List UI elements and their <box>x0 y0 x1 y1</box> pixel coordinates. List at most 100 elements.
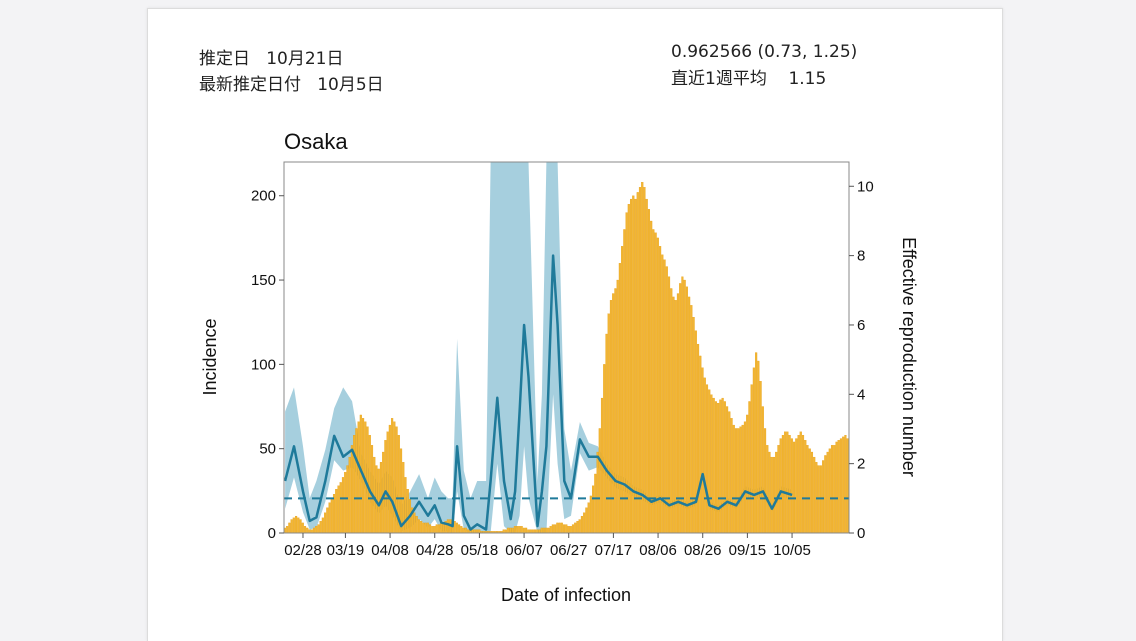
incidence-bar <box>355 428 358 534</box>
incidence-bar <box>288 522 291 534</box>
osaka-chart: 0 50 100 150 200 0 2 4 6 8 10 02/28 03/19 04/08 04/28 0… <box>200 129 919 605</box>
x-tick-label: 03/19 <box>327 542 365 559</box>
incidence-bar <box>806 445 809 534</box>
incidence-bar <box>788 435 791 534</box>
incidence-bar <box>638 187 642 534</box>
incidence-bar <box>306 527 309 534</box>
incidence-bar <box>596 451 599 534</box>
incidence-bar <box>437 524 441 534</box>
incidence-bar <box>779 438 782 534</box>
incidence-bar <box>290 519 293 534</box>
incidence-bar <box>422 522 425 534</box>
incidence-bar <box>310 529 313 534</box>
incidence-bar <box>357 421 360 534</box>
incidence-bar <box>728 411 731 534</box>
incidence-bar <box>366 426 369 534</box>
incidence-bar <box>350 445 353 534</box>
incidence-bar <box>377 468 380 534</box>
incidence-bar <box>703 377 706 534</box>
incidence-bar <box>545 527 548 534</box>
incidence-bar <box>737 428 740 534</box>
incidence-bar <box>712 397 715 534</box>
rt-line <box>283 254 793 531</box>
incidence-bar <box>755 352 758 534</box>
incidence-bar <box>299 519 302 534</box>
incidence-bar <box>429 524 432 534</box>
incidence-bar <box>370 445 374 534</box>
incidence-bar <box>330 499 333 534</box>
incidence-bar <box>471 529 474 534</box>
weekly-average-label: 直近1週平均 <box>671 69 767 89</box>
y2-tick-label: 6 <box>857 317 865 334</box>
latest-date-value: 10月5日 <box>317 75 384 95</box>
incidence-bar <box>466 529 470 534</box>
incidence-bar <box>312 527 316 534</box>
incidence-bar <box>511 527 514 534</box>
incidence-bar <box>587 502 590 534</box>
chart-title: Osaka <box>284 129 348 154</box>
y2-tick-label: 0 <box>857 525 865 542</box>
incidence-bar <box>766 445 769 534</box>
incidence-bar <box>826 451 829 534</box>
incidence-bar <box>692 316 695 534</box>
incidence-bar <box>558 522 561 534</box>
estimate-date-value: 10月21日 <box>266 49 344 69</box>
incidence-bar <box>636 192 639 534</box>
incidence-bar <box>726 406 729 534</box>
incidence-bar <box>777 445 780 534</box>
incidence-bar <box>786 431 789 534</box>
incidence-bar <box>344 472 347 534</box>
incidence-bar <box>739 426 742 534</box>
weekly-average-value: 1.15 <box>788 69 827 89</box>
y-tick-label: 200 <box>251 188 276 205</box>
incidence-bar <box>645 198 648 534</box>
document-page: 推定日 10月21日 最新推定日付 10月5日 0.962566 (0.73, … <box>147 8 1003 641</box>
incidence-bar <box>681 276 684 534</box>
incidence-bar <box>303 526 307 534</box>
incidence-bar <box>578 519 581 534</box>
incidence-bar <box>297 517 300 534</box>
incidence-bar <box>440 522 443 534</box>
incidence-bar <box>562 524 566 534</box>
incidence-bar <box>746 414 749 534</box>
x-tick-label: 09/15 <box>729 542 767 559</box>
weekly-average-line: 直近1週平均 1.15 <box>671 67 826 91</box>
incidence-bar <box>462 527 465 534</box>
latest-date-label: 最新推定日付 <box>199 75 301 95</box>
incidence-bar <box>556 522 559 534</box>
incidence-bar <box>319 521 322 534</box>
incidence-bar <box>652 229 655 534</box>
incidence-bar <box>504 529 508 534</box>
incidence-bar <box>672 296 675 534</box>
incidence-bar <box>328 502 331 534</box>
incidence-bar <box>685 286 688 534</box>
incidence-bar <box>846 438 849 534</box>
incidence-bar <box>696 343 700 534</box>
incidence-bar <box>502 529 505 534</box>
incidence-bar <box>536 529 539 534</box>
incidence-bar <box>793 441 796 534</box>
incidence-bar <box>574 522 577 534</box>
incidence-bar <box>719 399 722 534</box>
incidence-bar <box>542 527 546 534</box>
incidence-bar <box>391 418 394 534</box>
incidence-bar <box>670 288 673 534</box>
incidence-bar <box>326 507 329 534</box>
incidence-bar <box>701 367 704 534</box>
incidence-bar <box>614 288 617 534</box>
incidence-bar <box>478 529 481 534</box>
incidence-bar <box>560 522 563 534</box>
incidence-bar <box>824 455 827 534</box>
incidence-bar <box>368 435 371 534</box>
incidence-bar <box>518 526 521 534</box>
incidence-bar <box>616 279 619 534</box>
incidence-bar <box>618 263 621 534</box>
incidence-bar <box>415 515 418 534</box>
incidence-bar <box>708 389 711 534</box>
incidence-bar <box>813 456 816 534</box>
incidence-bar <box>768 451 771 534</box>
incidence-bar <box>833 445 836 534</box>
x-tick-label: 06/27 <box>550 542 588 559</box>
incidence-bar <box>761 406 764 534</box>
incidence-bar <box>828 448 831 534</box>
